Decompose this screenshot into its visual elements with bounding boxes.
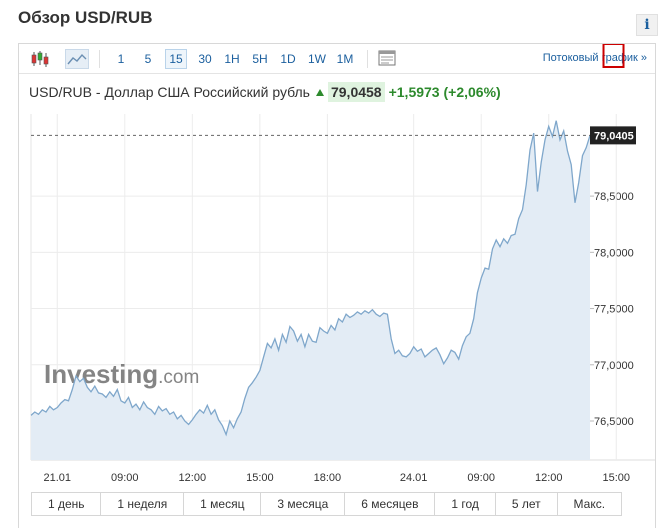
y-tick-label: 78,0000 [594, 247, 634, 259]
range-6m-button[interactable]: 6 месяцев [345, 493, 436, 515]
range-5y-button[interactable]: 5 лет [495, 493, 558, 515]
interval-15-button[interactable]: 15 [165, 49, 187, 69]
toolbar-divider [99, 50, 100, 68]
interval-1h-button[interactable]: 1H [224, 52, 240, 66]
x-tick-label: 09:00 [467, 472, 495, 484]
watermark-suffix: .com [158, 367, 199, 388]
highlight-box [602, 44, 625, 68]
interval-1m-button[interactable]: 1M [336, 52, 354, 66]
last-price: 79,0458 [327, 82, 385, 102]
price-change: +1,5973 (+2,06%) [388, 84, 501, 100]
x-tick-label: 18:00 [314, 472, 342, 484]
interval-1-button[interactable]: 1 [117, 52, 125, 66]
up-arrow-icon [315, 89, 324, 96]
range-3m-button[interactable]: 3 месяца [261, 493, 346, 515]
range-1y-button[interactable]: 1 год [435, 493, 496, 515]
page-title: Обзор USD/RUB [18, 8, 153, 27]
price-area-fill [31, 120, 590, 460]
x-tick-label: 24.01 [400, 472, 428, 484]
y-tick-label: 77,5000 [594, 304, 634, 316]
chart-panel: 1 5 15 30 1H 5H 1D 1W 1M Потоковый графи… [18, 43, 656, 528]
candlestick-chart-icon[interactable] [29, 49, 51, 69]
x-tick-label: 21.01 [43, 472, 71, 484]
instrument-name: USD/RUB - Доллар США Российский рубль [29, 84, 310, 100]
range-1m-button[interactable]: 1 месяц [184, 493, 262, 515]
chart-settings-icon[interactable] [377, 49, 399, 69]
toolbar-divider [367, 50, 368, 68]
interval-1w-button[interactable]: 1W [308, 52, 326, 66]
y-tick-label: 78,5000 [594, 191, 634, 203]
x-tick-label: 12:00 [535, 472, 563, 484]
x-tick-label: 15:00 [246, 472, 274, 484]
range-1w-button[interactable]: 1 неделя [101, 493, 185, 515]
quote-line: USD/RUB - Доллар США Российский рубль 79,… [29, 82, 501, 106]
x-tick-label: 09:00 [111, 472, 139, 484]
investing-watermark: Investing.com [44, 359, 199, 389]
range-max-button[interactable]: Макс. [557, 493, 622, 515]
info-icon[interactable]: i [636, 14, 658, 36]
y-tick-label: 76,5000 [594, 416, 634, 428]
range-1d-button[interactable]: 1 день [32, 493, 102, 515]
x-tick-label: 12:00 [179, 472, 207, 484]
area-chart-icon[interactable] [65, 49, 89, 69]
x-tick-label: 15:00 [602, 472, 630, 484]
interval-1d-button[interactable]: 1D [280, 52, 296, 66]
chart-toolbar: 1 5 15 30 1H 5H 1D 1W 1M Потоковый графи… [19, 44, 655, 74]
interval-30-button[interactable]: 30 [198, 52, 212, 66]
last-price-marker-label: 79,0405 [594, 130, 634, 142]
price-chart[interactable]: 76,5000 77,0000 77,5000 78,0000 78,5000 21.01… [19, 44, 655, 484]
price-series-line [30, 120, 591, 437]
watermark-brand: Investing [44, 359, 158, 389]
page-header: Обзор USD/RUB i [18, 8, 658, 36]
y-tick-label: 77,0000 [594, 360, 634, 372]
last-price-marker-bg [590, 126, 636, 145]
range-selector: 1 день 1 неделя 1 месяц 3 месяца 6 месяц… [31, 492, 622, 516]
interval-5h-button[interactable]: 5H [252, 52, 268, 66]
streaming-chart-link[interactable]: Потоковый график » [542, 52, 647, 64]
interval-5-button[interactable]: 5 [144, 52, 152, 66]
